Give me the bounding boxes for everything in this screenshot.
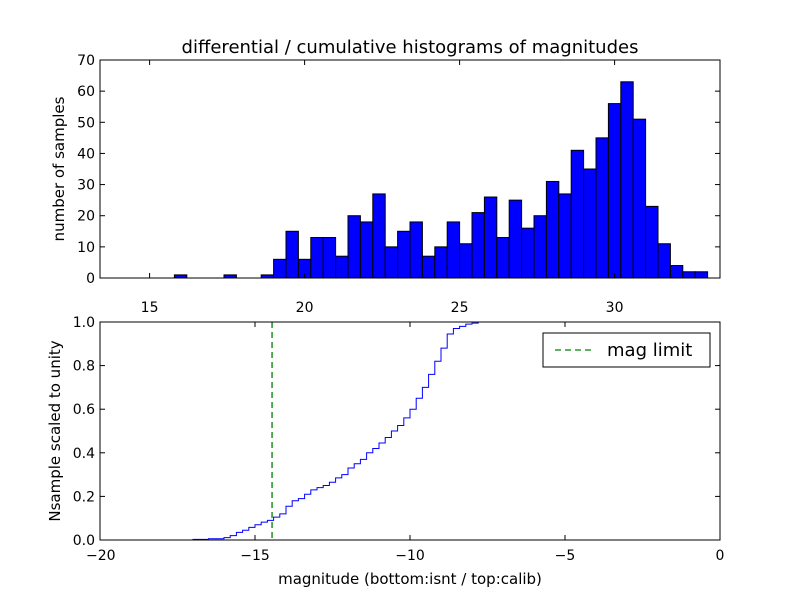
histogram-bar bbox=[434, 246, 448, 279]
histogram-y-tick-label: 30 bbox=[77, 178, 95, 194]
histogram-y-tick-label: 40 bbox=[77, 146, 95, 162]
cumulative-series-line bbox=[100, 321, 721, 541]
histogram-panel: differential / cumulative histograms of … bbox=[50, 37, 721, 316]
histogram-bar bbox=[545, 180, 560, 279]
histogram-x-tick-label: 25 bbox=[451, 300, 469, 316]
histogram-bar bbox=[632, 118, 647, 279]
histogram-y-tick-label: 70 bbox=[77, 53, 95, 69]
histogram-y-tick-label: 50 bbox=[77, 115, 95, 131]
histogram-bar bbox=[669, 265, 684, 279]
histogram-bar bbox=[508, 199, 523, 279]
histogram-bar bbox=[459, 243, 473, 279]
cumulative-y-tick-label: 0.4 bbox=[73, 446, 95, 462]
histogram-bar bbox=[310, 237, 324, 279]
histogram-x-tick-label: 15 bbox=[141, 300, 159, 316]
histogram-bar bbox=[607, 103, 622, 279]
histogram-y-tick-label: 0 bbox=[86, 271, 95, 287]
histogram-x-tick-label: 20 bbox=[296, 300, 314, 316]
histogram-bar bbox=[471, 212, 485, 279]
histogram-bar bbox=[570, 149, 585, 279]
histogram-bar bbox=[285, 230, 299, 279]
cumulative-x-axis-label: magnitude (bottom:isnt / top:calib) bbox=[278, 570, 542, 588]
histogram-bar bbox=[273, 258, 287, 279]
cumulative-y-ticks: 0.0 0.2 0.4 0.6 0.8 1.0 bbox=[73, 315, 720, 549]
cumulative-y-tick-label: 1.0 bbox=[73, 315, 95, 331]
legend-mag-limit-label: mag limit bbox=[607, 340, 692, 361]
cumulative-y-tick-label: 0.8 bbox=[73, 359, 95, 375]
histogram-x-ticks: 15 20 25 30 bbox=[141, 60, 624, 316]
histogram-bar bbox=[558, 193, 572, 279]
histogram-bar bbox=[483, 196, 498, 279]
histogram-bar bbox=[657, 243, 671, 279]
cumulative-x-tick-label: −5 bbox=[555, 548, 576, 564]
histogram-bar bbox=[533, 215, 547, 279]
histogram-y-axis-label: number of samples bbox=[50, 96, 68, 241]
histogram-y-ticks: 0 10 20 30 40 50 60 70 bbox=[77, 53, 720, 287]
histogram-bar bbox=[335, 255, 349, 279]
histogram-bar bbox=[359, 221, 374, 279]
histogram-frame bbox=[99, 59, 721, 279]
cumulative-panel: 0.0 0.2 0.4 0.6 0.8 1.0 −20 −15 −10 −5 0 magnitud… bbox=[46, 315, 724, 588]
histogram-bar bbox=[384, 246, 399, 279]
histogram-bar bbox=[694, 271, 709, 279]
histogram-bar bbox=[347, 215, 361, 279]
histogram-y-tick-label: 10 bbox=[77, 240, 95, 256]
histogram-bar bbox=[521, 227, 535, 279]
cumulative-x-tick-label: −15 bbox=[240, 548, 270, 564]
histogram-y-tick-label: 20 bbox=[77, 209, 95, 225]
histogram-bar bbox=[372, 193, 386, 279]
histogram-y-tick-label: 60 bbox=[77, 84, 95, 100]
legend: mag limit bbox=[542, 332, 711, 368]
histogram-bar bbox=[583, 168, 597, 279]
cumulative-x-tick-label: −10 bbox=[395, 548, 425, 564]
histogram-bar bbox=[595, 137, 609, 279]
histogram-x-tick-label: 30 bbox=[606, 300, 624, 316]
chart-title: differential / cumulative histograms of … bbox=[182, 37, 639, 58]
cumulative-x-tick-label: 0 bbox=[716, 548, 725, 564]
cumulative-y-axis-label: Nsample scaled to unity bbox=[46, 340, 64, 521]
cumulative-x-tick-label: −20 bbox=[86, 548, 116, 564]
histogram-bar bbox=[322, 237, 337, 279]
histogram-bar bbox=[421, 255, 436, 279]
histogram-bar bbox=[446, 221, 461, 279]
histogram-bar bbox=[409, 221, 423, 279]
cumulative-y-tick-label: 0.2 bbox=[73, 489, 95, 505]
histogram-bar bbox=[620, 81, 634, 279]
histogram-bar bbox=[645, 205, 659, 279]
histogram-bar bbox=[682, 271, 696, 279]
histogram-bar bbox=[397, 230, 411, 279]
cumulative-y-tick-label: 0.0 bbox=[73, 533, 95, 549]
histogram-bar bbox=[496, 237, 510, 279]
cumulative-x-ticks: −20 −15 −10 −5 0 bbox=[86, 322, 724, 564]
cumulative-y-tick-label: 0.6 bbox=[73, 402, 95, 418]
